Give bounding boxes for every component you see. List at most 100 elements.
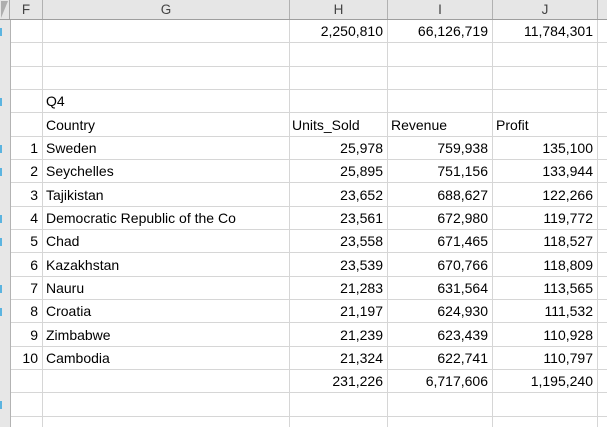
- cell-header-profit[interactable]: Profit: [496, 116, 529, 133]
- cell-units[interactable]: 25,978: [340, 139, 383, 156]
- table-row[interactable]: 5 Chad 23,558 671,465 118,527: [0, 230, 607, 254]
- cell-rank[interactable]: 7: [30, 279, 38, 296]
- cell-country[interactable]: Sweden: [46, 139, 97, 156]
- cell-revenue[interactable]: 671,465: [437, 233, 488, 250]
- cell-units[interactable]: 21,324: [340, 349, 383, 366]
- cell-units[interactable]: 23,558: [340, 233, 383, 250]
- grid-row[interactable]: [0, 417, 607, 427]
- cell-country[interactable]: Nauru: [46, 279, 85, 296]
- cell-units[interactable]: 23,539: [340, 256, 383, 273]
- cell-revenue[interactable]: 672,980: [437, 209, 488, 226]
- cell-units[interactable]: 21,239: [340, 326, 383, 343]
- cell-profit[interactable]: 110,928: [543, 326, 593, 343]
- row-header-strip[interactable]: [0, 20, 11, 427]
- row-number-fragment: [0, 98, 2, 106]
- table-row[interactable]: 2 Seychelles 25,895 751,156 133,944: [0, 160, 607, 184]
- gridline: [289, 20, 290, 427]
- row-number-fragment: [0, 168, 2, 176]
- cell-country[interactable]: Kazakhstan: [46, 256, 120, 273]
- row-number-fragment: [0, 401, 2, 409]
- cell-units[interactable]: 25,895: [340, 163, 383, 180]
- cell-units[interactable]: 23,652: [340, 186, 383, 203]
- cell-revenue[interactable]: 623,439: [437, 326, 488, 343]
- row-number-fragment: [0, 28, 2, 36]
- cell-revenue[interactable]: 622,741: [437, 349, 488, 366]
- cell-rank[interactable]: 1: [30, 139, 38, 156]
- cell-revenue[interactable]: 751,156: [437, 163, 488, 180]
- table-row[interactable]: 6 Kazakhstan 23,539 670,766 118,809: [0, 253, 607, 277]
- cell-summary-units[interactable]: 2,250,810: [320, 23, 383, 40]
- cell-summary-profit[interactable]: 11,784,301: [523, 23, 593, 40]
- cell-total-units[interactable]: 231,226: [332, 373, 383, 390]
- grid-row[interactable]: Q4: [0, 90, 607, 114]
- grid-row[interactable]: 2,250,810 66,126,719 11,784,301: [0, 20, 607, 44]
- cell-rank[interactable]: 3: [30, 186, 38, 203]
- cell-profit[interactable]: 111,532: [544, 303, 593, 320]
- grid-row[interactable]: [0, 67, 607, 90]
- cell-header-revenue[interactable]: Revenue: [391, 116, 448, 133]
- table-row[interactable]: 4 Democratic Republic of the Co 23,561 6…: [0, 207, 607, 230]
- cell-country[interactable]: Croatia: [46, 303, 92, 320]
- row-number-fragment: [0, 145, 2, 153]
- table-row[interactable]: 7 Nauru 21,283 631,564 113,565: [0, 277, 607, 300]
- cell-country[interactable]: Seychelles: [46, 163, 114, 180]
- gridline: [387, 20, 388, 427]
- cell-rank[interactable]: 9: [30, 326, 38, 343]
- cell-header-country[interactable]: Country: [46, 116, 96, 133]
- cell-profit[interactable]: 122,266: [542, 186, 593, 203]
- column-header-F[interactable]: F: [10, 0, 43, 19]
- totals-row[interactable]: 231,226 6,717,606 1,195,240: [0, 370, 607, 394]
- cell-country[interactable]: Zimbabwe: [46, 326, 111, 343]
- cell-profit[interactable]: 135,100: [542, 139, 593, 156]
- grid-row[interactable]: [0, 393, 607, 417]
- column-header-I[interactable]: I: [388, 0, 493, 19]
- column-header-J[interactable]: J: [493, 0, 598, 19]
- cell-units[interactable]: 21,283: [340, 279, 383, 296]
- cell-rank[interactable]: 4: [30, 209, 38, 226]
- column-header-G[interactable]: G: [43, 0, 290, 19]
- cell-country[interactable]: Democratic Republic of the Co: [46, 209, 236, 226]
- table-row[interactable]: 3 Tajikistan 23,652 688,627 122,266: [0, 183, 607, 207]
- cell-summary-revenue[interactable]: 66,126,719: [417, 23, 488, 40]
- cell-profit[interactable]: 113,565: [543, 279, 593, 296]
- row-number-fragment: [0, 285, 2, 293]
- cell-units[interactable]: 21,197: [340, 303, 383, 320]
- cell-rank[interactable]: 6: [30, 256, 38, 273]
- cell-quarter-label[interactable]: Q4: [46, 93, 65, 110]
- cell-total-profit[interactable]: 1,195,240: [530, 373, 593, 390]
- cell-profit[interactable]: 118,809: [543, 256, 593, 273]
- cell-revenue[interactable]: 631,564: [437, 279, 488, 296]
- column-header-partial[interactable]: [598, 0, 607, 19]
- grid-row[interactable]: Country Units_Sold Revenue Profit: [0, 113, 607, 137]
- cell-revenue[interactable]: 670,766: [437, 256, 488, 273]
- row-number-fragment: [0, 238, 2, 246]
- cell-revenue[interactable]: 759,938: [437, 139, 488, 156]
- table-row[interactable]: 1 Sweden 25,978 759,938 135,100: [0, 137, 607, 160]
- row-number-fragment: [0, 308, 2, 316]
- grid-row[interactable]: [0, 43, 607, 67]
- cell-rank[interactable]: 5: [30, 233, 38, 250]
- column-header-H[interactable]: H: [290, 0, 388, 19]
- cell-total-revenue[interactable]: 6,717,606: [425, 373, 488, 390]
- cell-rank[interactable]: 10: [22, 349, 38, 366]
- cell-revenue[interactable]: 624,930: [437, 303, 488, 320]
- cell-profit[interactable]: 118,527: [543, 233, 593, 250]
- table-row[interactable]: 10 Cambodia 21,324 622,741 110,797: [0, 347, 607, 370]
- cell-rank[interactable]: 2: [30, 163, 38, 180]
- cell-profit[interactable]: 133,944: [542, 163, 593, 180]
- corner-triangle-icon: [1, 1, 8, 18]
- row-number-fragment: [0, 215, 2, 223]
- cell-rank[interactable]: 8: [30, 303, 38, 320]
- cell-country[interactable]: Chad: [46, 233, 80, 250]
- cell-profit[interactable]: 110,797: [543, 349, 593, 366]
- corner-cell[interactable]: [0, 0, 10, 19]
- cell-country[interactable]: Cambodia: [46, 349, 110, 366]
- cell-units[interactable]: 23,561: [340, 209, 383, 226]
- cell-country[interactable]: Tajikistan: [46, 186, 104, 203]
- cell-header-units-sold[interactable]: Units_Sold: [292, 116, 360, 133]
- table-row[interactable]: 8 Croatia 21,197 624,930 111,532: [0, 300, 607, 324]
- table-row[interactable]: 9 Zimbabwe 21,239 623,439 110,928: [0, 323, 607, 347]
- cell-profit[interactable]: 119,772: [543, 209, 593, 226]
- cell-revenue[interactable]: 688,627: [437, 186, 488, 203]
